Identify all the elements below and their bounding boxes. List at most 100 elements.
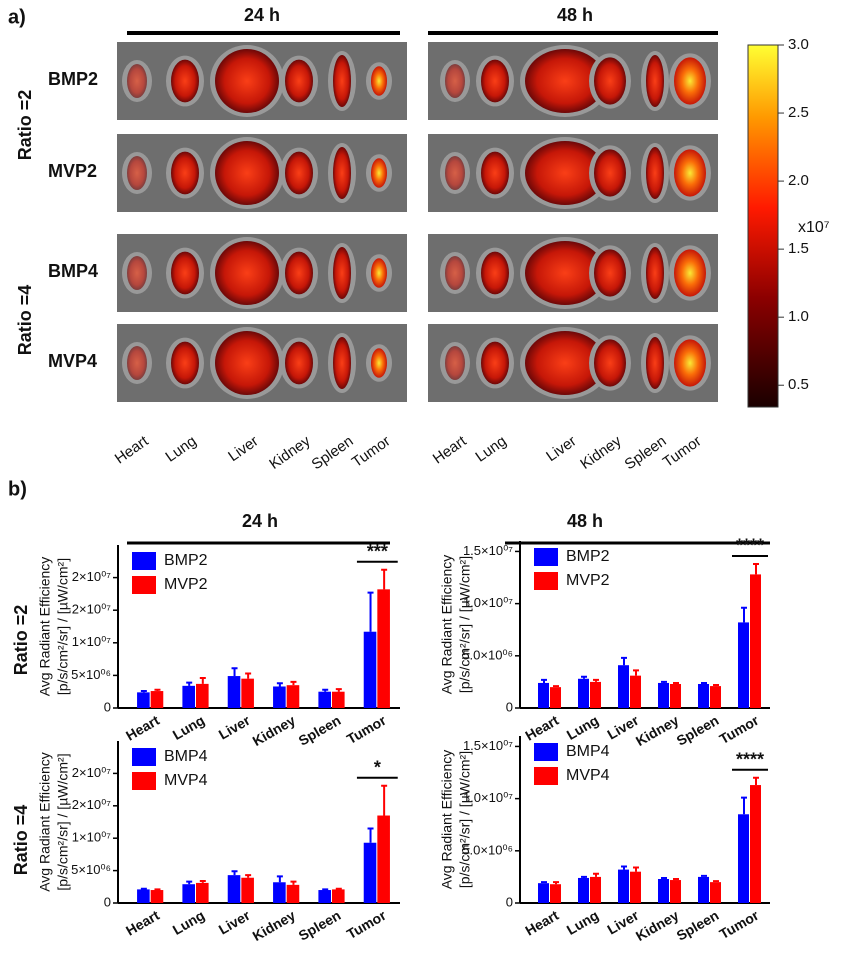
bar <box>750 785 761 903</box>
x-tick-label: Heart <box>522 907 561 939</box>
organ <box>646 147 664 199</box>
bar <box>550 884 561 903</box>
bar <box>550 687 561 708</box>
legend-swatch <box>132 576 156 594</box>
organ-label: Heart <box>430 432 470 467</box>
legend-label: BMP2 <box>164 552 208 569</box>
error-bar <box>154 688 161 692</box>
organ <box>171 341 199 385</box>
x-tick-label: Heart <box>522 712 561 744</box>
bar <box>750 574 761 708</box>
organ <box>594 149 626 197</box>
sample-label: BMP2 <box>48 69 98 89</box>
bar <box>710 686 721 708</box>
organ <box>285 341 313 385</box>
error-bar <box>276 682 283 687</box>
bar <box>286 685 300 708</box>
y-tick-label: 0 <box>104 894 111 909</box>
bar <box>618 665 629 708</box>
column-label: 24 h <box>242 511 278 531</box>
organ <box>371 66 387 96</box>
bar <box>538 883 549 903</box>
error-bar <box>701 874 707 877</box>
bar <box>137 692 150 708</box>
organ <box>127 156 147 190</box>
error-bar <box>713 880 719 883</box>
organ <box>646 337 664 389</box>
row-label: Ratio =4 <box>15 285 35 356</box>
x-tick-label: Tumor <box>717 712 762 747</box>
y-tick-label: 5×10⁰⁶ <box>71 862 111 877</box>
bar-chart: Avg Radiant Efficiency [p/s/cm²/sr] / [µW… <box>439 536 770 749</box>
error-bar <box>335 887 342 890</box>
bar <box>658 878 669 903</box>
error-bar <box>367 827 374 843</box>
error-bar <box>186 681 193 686</box>
error-bar <box>541 678 547 683</box>
x-tick-label: Liver <box>216 712 253 743</box>
x-tick-label: Spleen <box>674 712 722 749</box>
error-bar <box>322 888 329 891</box>
significance-label: **** <box>736 750 764 770</box>
organ <box>481 341 509 385</box>
error-bar <box>553 881 559 885</box>
error-bar <box>290 880 297 885</box>
y-tick-label: 1.0×10⁰⁷ <box>463 790 513 805</box>
legend-label: BMP4 <box>566 743 610 760</box>
organ <box>481 59 509 103</box>
bar-chart: Avg Radiant Efficiency [p/s/cm²/sr] / [µW… <box>439 736 770 944</box>
y-tick-label: 2×10⁰⁷ <box>72 569 111 584</box>
colorbar-tick-label: 2.5 <box>788 104 809 121</box>
organ <box>445 156 465 190</box>
organ <box>674 149 706 197</box>
bar <box>182 685 195 708</box>
y-axis-label: [p/s/cm²/sr] / [µW/cm²] <box>55 558 71 695</box>
organ <box>594 57 626 105</box>
error-bar <box>581 875 587 878</box>
x-tick-label: Spleen <box>296 712 344 749</box>
colorbar-tick-label: 1.0 <box>788 308 809 325</box>
x-tick-label: Kidney <box>633 907 682 944</box>
error-bar <box>140 690 147 693</box>
bar <box>377 815 390 903</box>
error-bar <box>581 675 587 679</box>
bar <box>137 889 150 903</box>
error-bar <box>701 681 707 684</box>
error-bar <box>199 677 206 684</box>
legend-swatch <box>534 572 558 590</box>
organ <box>171 59 199 103</box>
y-tick-label: 0 <box>104 699 111 714</box>
sample-label: BMP4 <box>48 261 98 281</box>
y-axis-label: Avg Radiant Efficiency <box>37 752 53 892</box>
organ <box>127 64 147 98</box>
organ <box>445 64 465 98</box>
organ <box>371 348 387 378</box>
y-tick-label: 5.0×10⁰⁶ <box>462 842 513 857</box>
error-bar <box>231 870 238 876</box>
legend-label: MVP2 <box>164 576 208 593</box>
organ-label: Spleen <box>622 433 670 474</box>
bar <box>363 842 377 903</box>
error-bar <box>245 874 252 878</box>
organ <box>481 251 509 295</box>
y-tick-label: 5×10⁰⁶ <box>71 667 111 682</box>
error-bar <box>741 796 747 815</box>
colorbar-tick-label: 0.5 <box>788 376 809 393</box>
organ <box>594 249 626 297</box>
bar <box>698 683 709 708</box>
bar <box>658 682 669 708</box>
legend-swatch <box>534 743 558 761</box>
legend-swatch <box>132 772 156 790</box>
bar <box>578 877 589 903</box>
organ <box>674 57 706 105</box>
bar <box>150 890 164 903</box>
bar <box>227 875 241 903</box>
x-tick-label: Lung <box>170 907 208 938</box>
bar <box>578 678 589 708</box>
error-bar <box>673 681 679 684</box>
x-tick-label: Lung <box>170 712 208 743</box>
bar <box>738 622 749 708</box>
error-bar <box>621 656 627 666</box>
x-tick-label: Liver <box>216 907 253 938</box>
